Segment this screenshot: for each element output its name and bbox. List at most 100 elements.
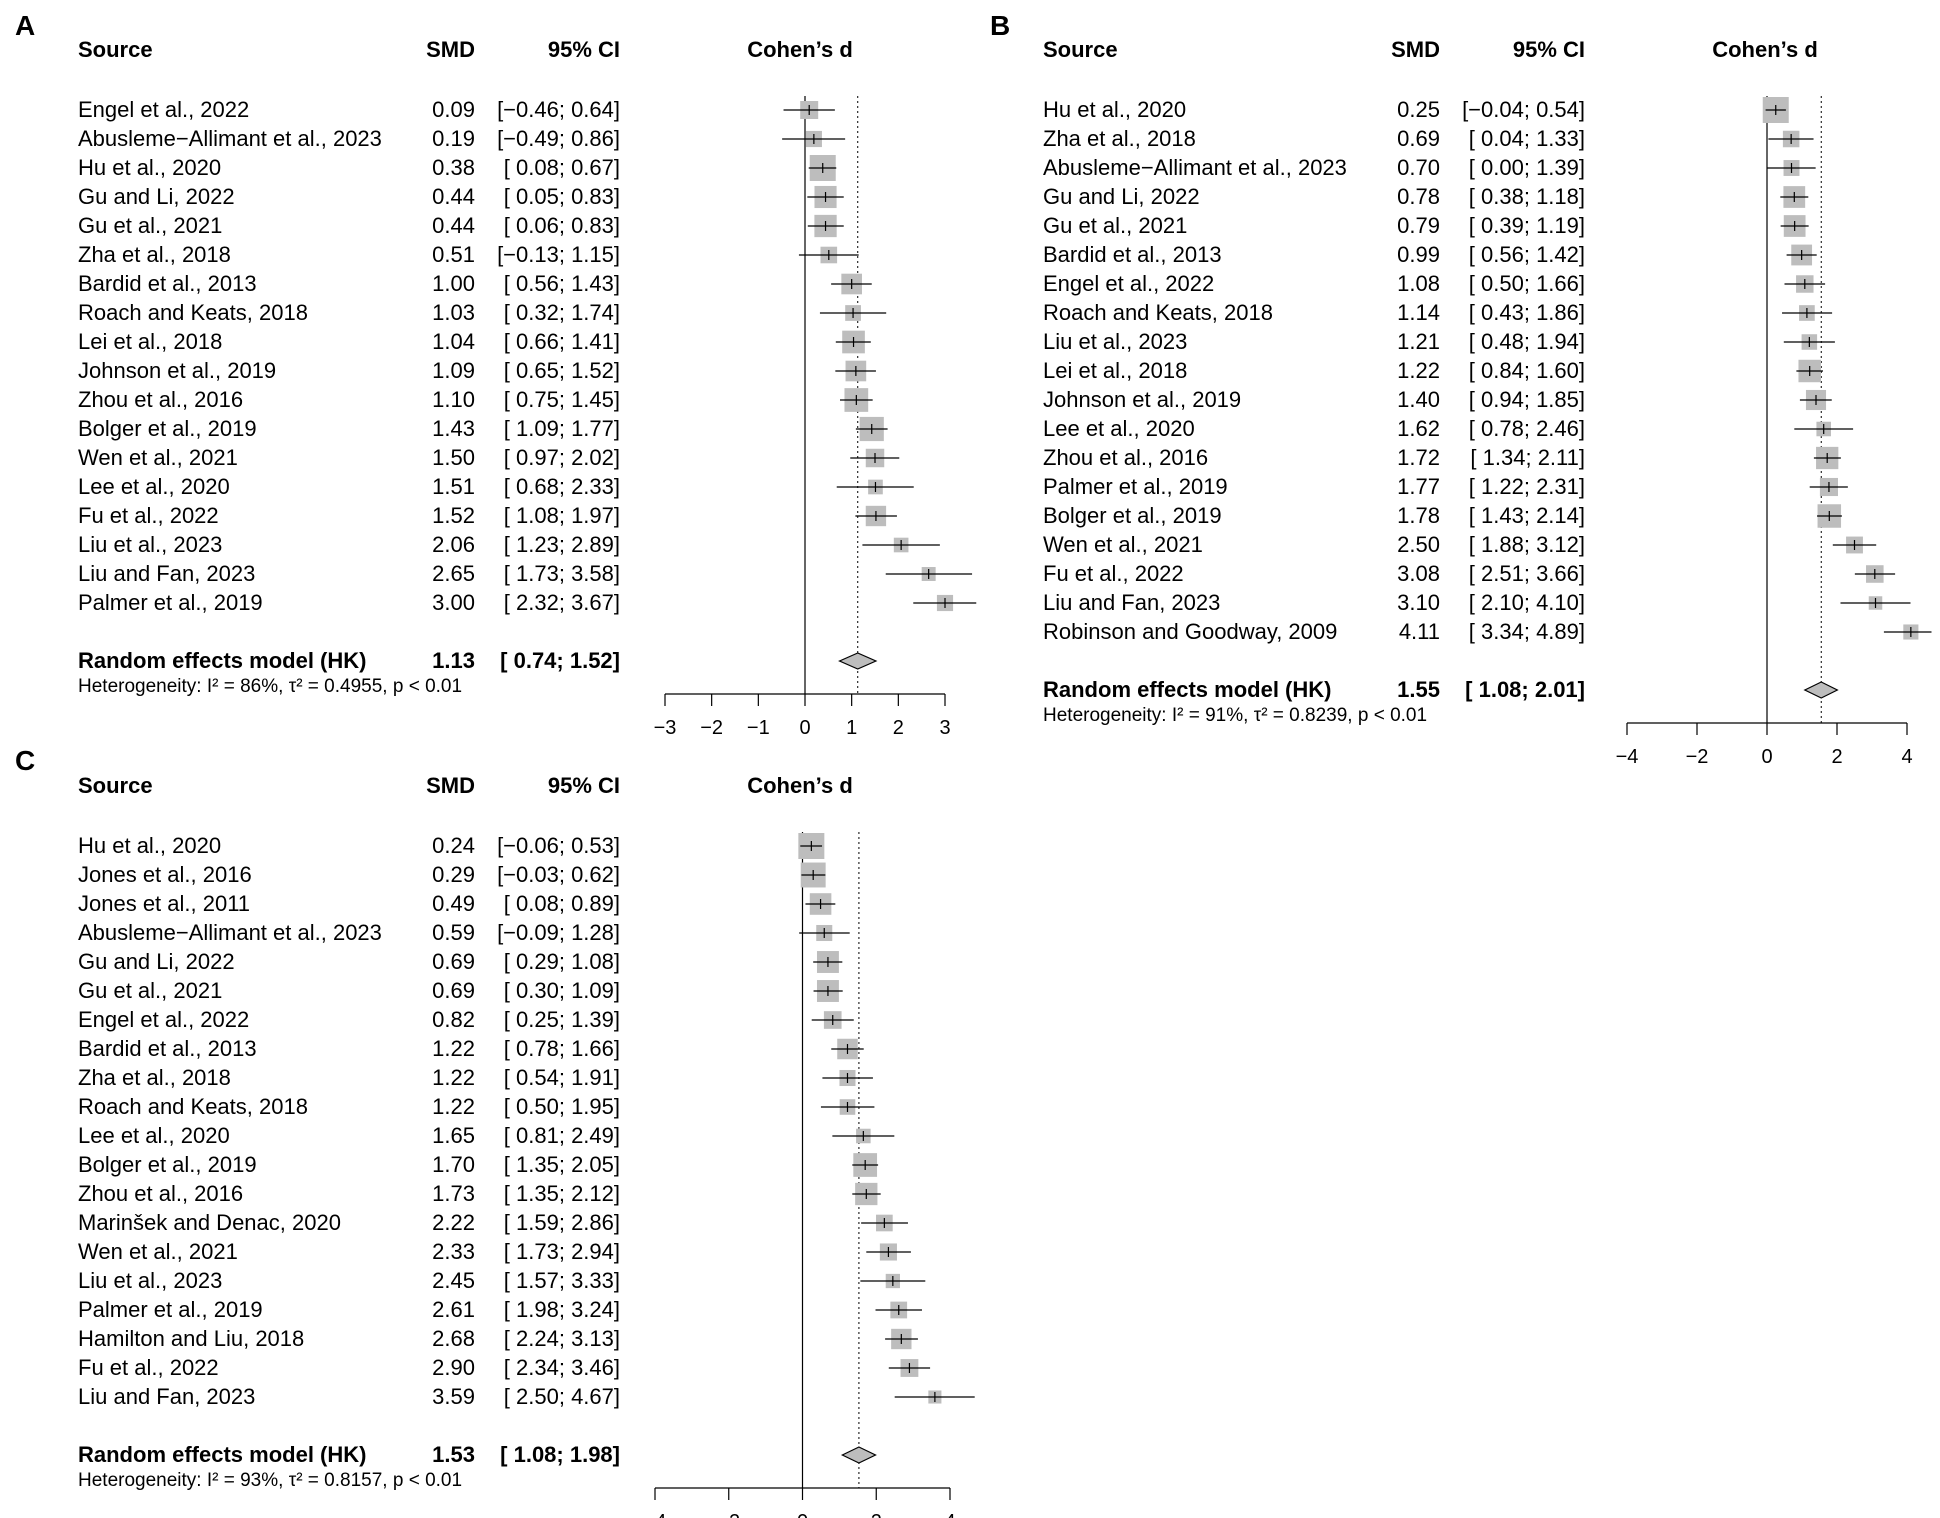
study-ci: [ 0.48; 1.94] bbox=[1468, 329, 1585, 354]
study-ci: [ 1.35; 2.05] bbox=[503, 1152, 620, 1177]
heterogeneity-text: Heterogeneity: I² = 93%, τ² = 0.8157, p … bbox=[78, 1470, 463, 1491]
study-smd: 1.50 bbox=[432, 445, 475, 470]
study-source: Liu et al., 2023 bbox=[78, 532, 223, 557]
summary-label: Random effects model (HK) bbox=[78, 648, 367, 673]
x-axis-tick-label: 2 bbox=[1831, 746, 1842, 768]
forest-plot-svg: −3 −2 −1 0 1 2 3 bbox=[654, 96, 977, 739]
study-smd: 1.03 bbox=[432, 300, 475, 325]
study-ci: [ 1.73; 2.94] bbox=[503, 1239, 620, 1264]
x-axis-tick-label: −3 bbox=[654, 717, 677, 739]
header-source: Source bbox=[78, 37, 153, 62]
study-ci: [ 0.54; 1.91] bbox=[503, 1065, 620, 1090]
summary-smd: 1.13 bbox=[432, 648, 475, 673]
panel-label: B bbox=[990, 10, 1011, 41]
forest-plot-svg: −4 −2 0 2 4 bbox=[1616, 96, 1932, 768]
study-smd: 0.78 bbox=[1397, 184, 1440, 209]
study-ci: [−0.06; 0.53] bbox=[497, 833, 620, 858]
x-axis-tick-label: 4 bbox=[1901, 746, 1912, 768]
heterogeneity-text: Heterogeneity: I² = 86%, τ² = 0.4955, p … bbox=[78, 676, 463, 697]
study-ci: [ 1.88; 3.12] bbox=[1468, 532, 1585, 557]
x-axis-tick-label: −2 bbox=[717, 1511, 740, 1518]
study-source: Gu et al., 2021 bbox=[78, 213, 223, 238]
study-ci: [ 1.98; 3.24] bbox=[503, 1297, 620, 1322]
study-smd: 2.68 bbox=[432, 1326, 475, 1351]
study-ci: [ 0.29; 1.08] bbox=[503, 949, 620, 974]
study-source: Fu et al., 2022 bbox=[1043, 561, 1184, 586]
study-source: Lee et al., 2020 bbox=[78, 1123, 230, 1148]
study-smd: 1.72 bbox=[1397, 445, 1440, 470]
study-smd: 1.22 bbox=[432, 1036, 475, 1061]
study-ci: [ 0.66; 1.41] bbox=[503, 329, 620, 354]
study-source: Bolger et al., 2019 bbox=[1043, 503, 1222, 528]
study-source: Hu et al., 2020 bbox=[78, 155, 222, 180]
forest-panel-a: A Source SMD 95% CI Cohen’s d Engel et al., 2… bbox=[0, 0, 977, 740]
x-axis-tick-label: 3 bbox=[939, 717, 950, 739]
study-smd: 1.22 bbox=[432, 1065, 475, 1090]
study-source: Zha et al., 2018 bbox=[1043, 126, 1196, 151]
study-smd: 0.29 bbox=[432, 862, 475, 887]
header-cohens-d: Cohen’s d bbox=[1712, 37, 1818, 62]
study-source: Jones et al., 2016 bbox=[78, 862, 252, 887]
forest-panel-c: C Source SMD 95% CI Cohen’s d Hu et al., 2020… bbox=[0, 735, 975, 1518]
study-source: Zha et al., 2018 bbox=[78, 242, 231, 267]
study-ci: [ 0.94; 1.85] bbox=[1468, 387, 1585, 412]
header-ci: 95% CI bbox=[547, 773, 620, 798]
header-cohens-d: Cohen’s d bbox=[747, 773, 853, 798]
study-smd: 1.52 bbox=[432, 503, 475, 528]
study-source: Hu et al., 2020 bbox=[1043, 97, 1187, 122]
study-source: Abusleme−Allimant et al., 2023 bbox=[78, 126, 382, 151]
study-ci: [ 2.32; 3.67] bbox=[503, 590, 620, 615]
study-ci: [ 1.43; 2.14] bbox=[1468, 503, 1585, 528]
study-source: Liu et al., 2023 bbox=[1043, 329, 1188, 354]
study-ci: [ 0.08; 0.67] bbox=[503, 155, 620, 180]
study-ci: [ 1.57; 3.33] bbox=[503, 1268, 620, 1293]
study-source: Gu et al., 2021 bbox=[78, 978, 223, 1003]
study-smd: 3.10 bbox=[1397, 590, 1440, 615]
x-axis-tick-label: −2 bbox=[1686, 746, 1709, 768]
study-ci: [−0.04; 0.54] bbox=[1462, 97, 1585, 122]
study-ci: [−0.09; 1.28] bbox=[497, 920, 620, 945]
study-smd: 0.69 bbox=[1397, 126, 1440, 151]
header-smd: SMD bbox=[426, 37, 475, 62]
study-source: Wen et al., 2021 bbox=[78, 445, 238, 470]
study-smd: 1.22 bbox=[1397, 358, 1440, 383]
study-ci: [ 0.05; 0.83] bbox=[503, 184, 620, 209]
study-source: Zhou et al., 2016 bbox=[78, 1181, 244, 1206]
study-ci: [ 0.84; 1.60] bbox=[1468, 358, 1585, 383]
study-source: Hamilton and Liu, 2018 bbox=[78, 1326, 305, 1351]
x-axis-tick-label: 2 bbox=[893, 717, 904, 739]
header-source: Source bbox=[1043, 37, 1118, 62]
study-smd: 0.49 bbox=[432, 891, 475, 916]
header-ci: 95% CI bbox=[1512, 37, 1585, 62]
summary-label: Random effects model (HK) bbox=[1043, 677, 1332, 702]
study-source: Engel et al., 2022 bbox=[78, 1007, 250, 1032]
study-smd: 0.24 bbox=[432, 833, 475, 858]
study-ci: [ 0.30; 1.09] bbox=[503, 978, 620, 1003]
study-smd: 0.44 bbox=[432, 184, 475, 209]
study-ci: [ 2.34; 3.46] bbox=[503, 1355, 620, 1380]
study-source: Zha et al., 2018 bbox=[78, 1065, 231, 1090]
panel-label: C bbox=[15, 745, 36, 776]
study-ci: [ 0.39; 1.19] bbox=[1468, 213, 1585, 238]
study-source: Abusleme−Allimant et al., 2023 bbox=[1043, 155, 1347, 180]
study-ci: [ 0.81; 2.49] bbox=[503, 1123, 620, 1148]
study-source: Lei et al., 2018 bbox=[78, 329, 223, 354]
study-smd: 0.44 bbox=[432, 213, 475, 238]
study-smd: 0.69 bbox=[432, 978, 475, 1003]
study-smd: 0.99 bbox=[1397, 242, 1440, 267]
header-cohens-d: Cohen’s d bbox=[747, 37, 853, 62]
study-smd: 1.22 bbox=[432, 1094, 475, 1119]
study-ci: [ 0.50; 1.95] bbox=[503, 1094, 620, 1119]
study-source: Gu and Li, 2022 bbox=[78, 184, 235, 209]
study-smd: 3.00 bbox=[432, 590, 475, 615]
study-smd: 1.10 bbox=[432, 387, 475, 412]
study-source: Bardid et al., 2013 bbox=[78, 1036, 257, 1061]
study-source: Abusleme−Allimant et al., 2023 bbox=[78, 920, 382, 945]
study-ci: [ 1.23; 2.89] bbox=[503, 532, 620, 557]
study-smd: 4.11 bbox=[1398, 619, 1440, 644]
study-smd: 1.14 bbox=[1397, 300, 1440, 325]
study-source: Fu et al., 2022 bbox=[78, 503, 219, 528]
study-smd: 1.70 bbox=[432, 1152, 475, 1177]
study-ci: [ 0.04; 1.33] bbox=[1468, 126, 1585, 151]
study-smd: 2.61 bbox=[432, 1297, 475, 1322]
